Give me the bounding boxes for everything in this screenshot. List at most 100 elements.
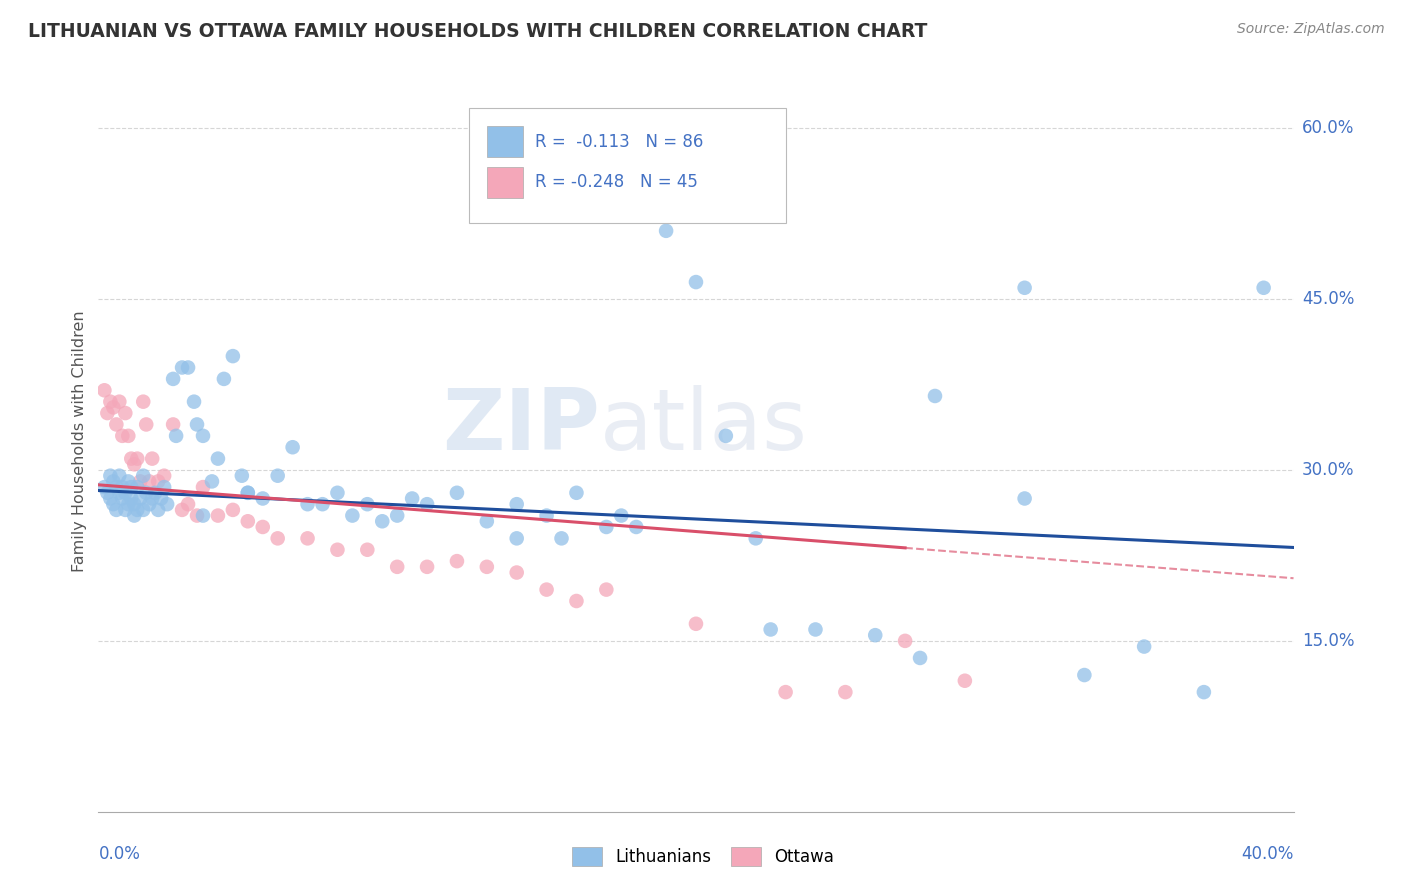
Point	[385, 508, 409, 523]
Point	[267, 468, 290, 483]
Legend: Lithuanians, Ottawa: Lithuanians, Ottawa	[564, 838, 842, 875]
Point	[177, 497, 200, 511]
Point	[416, 497, 439, 511]
Point	[177, 360, 200, 375]
Point	[924, 389, 946, 403]
Point	[172, 503, 194, 517]
Point	[550, 532, 572, 546]
Point	[183, 394, 205, 409]
Point	[162, 372, 184, 386]
Point	[371, 514, 394, 528]
Point	[212, 372, 235, 386]
Point	[141, 451, 163, 466]
Point	[231, 468, 253, 483]
Point	[342, 508, 364, 523]
Point	[865, 628, 887, 642]
Text: LITHUANIAN VS OTTAWA FAMILY HOUSEHOLDS WITH CHILDREN CORRELATION CHART: LITHUANIAN VS OTTAWA FAMILY HOUSEHOLDS W…	[28, 22, 928, 41]
Point	[356, 542, 378, 557]
Point	[191, 480, 214, 494]
FancyBboxPatch shape	[486, 167, 523, 198]
Point	[132, 468, 155, 483]
Point	[475, 514, 498, 528]
Point	[222, 349, 245, 363]
Point	[506, 566, 529, 580]
Point	[165, 429, 187, 443]
Point	[953, 673, 976, 688]
Text: 15.0%: 15.0%	[1302, 632, 1354, 650]
Point	[536, 508, 558, 523]
Point	[120, 491, 142, 506]
Point	[103, 497, 125, 511]
Text: atlas: atlas	[600, 385, 808, 468]
Point	[894, 633, 917, 648]
Point	[191, 508, 214, 523]
Point	[416, 559, 439, 574]
Point	[297, 497, 319, 511]
Point	[356, 497, 378, 511]
Point	[124, 508, 146, 523]
Point	[610, 508, 633, 523]
Text: 0.0%: 0.0%	[98, 845, 141, 863]
Point	[129, 491, 152, 506]
Point	[745, 532, 768, 546]
Point	[326, 542, 349, 557]
Point	[135, 485, 157, 500]
Point	[108, 485, 131, 500]
Point	[626, 520, 648, 534]
FancyBboxPatch shape	[470, 109, 786, 223]
Point	[117, 497, 139, 511]
Point	[506, 497, 529, 511]
Point	[191, 429, 214, 443]
Point	[103, 475, 125, 489]
Point	[93, 384, 115, 398]
Point	[98, 394, 122, 409]
Point	[446, 485, 468, 500]
Point	[114, 406, 136, 420]
Point	[236, 514, 259, 528]
Point	[385, 559, 409, 574]
Point	[132, 503, 155, 517]
Point	[105, 503, 128, 517]
Text: R = -0.248   N = 45: R = -0.248 N = 45	[534, 173, 697, 192]
Point	[114, 485, 136, 500]
Point	[117, 429, 139, 443]
Point	[150, 491, 173, 506]
Point	[506, 532, 529, 546]
Point	[908, 651, 931, 665]
Point	[186, 417, 208, 432]
Point	[775, 685, 797, 699]
Point	[124, 458, 146, 472]
Point	[117, 475, 139, 489]
Point	[252, 491, 274, 506]
Point	[162, 417, 184, 432]
Point	[1133, 640, 1156, 654]
Point	[326, 485, 349, 500]
Text: R =  -0.113   N = 86: R = -0.113 N = 86	[534, 133, 703, 151]
Point	[148, 475, 170, 489]
Point	[105, 417, 128, 432]
Point	[536, 582, 558, 597]
Point	[132, 394, 155, 409]
Point	[222, 503, 245, 517]
Point	[98, 491, 122, 506]
Point	[127, 480, 149, 494]
Point	[143, 485, 166, 500]
Point	[207, 508, 229, 523]
Point	[93, 480, 115, 494]
Point	[252, 520, 274, 534]
Point	[135, 417, 157, 432]
Point	[129, 475, 152, 489]
Point	[111, 480, 134, 494]
Point	[138, 497, 160, 511]
Point	[114, 503, 136, 517]
Point	[565, 594, 588, 608]
Point	[595, 520, 617, 534]
Point	[297, 532, 319, 546]
Point	[401, 491, 423, 506]
Point	[446, 554, 468, 568]
Point	[96, 485, 118, 500]
Point	[111, 491, 134, 506]
Point	[1014, 491, 1036, 506]
Point	[1073, 668, 1095, 682]
Point	[1253, 281, 1275, 295]
